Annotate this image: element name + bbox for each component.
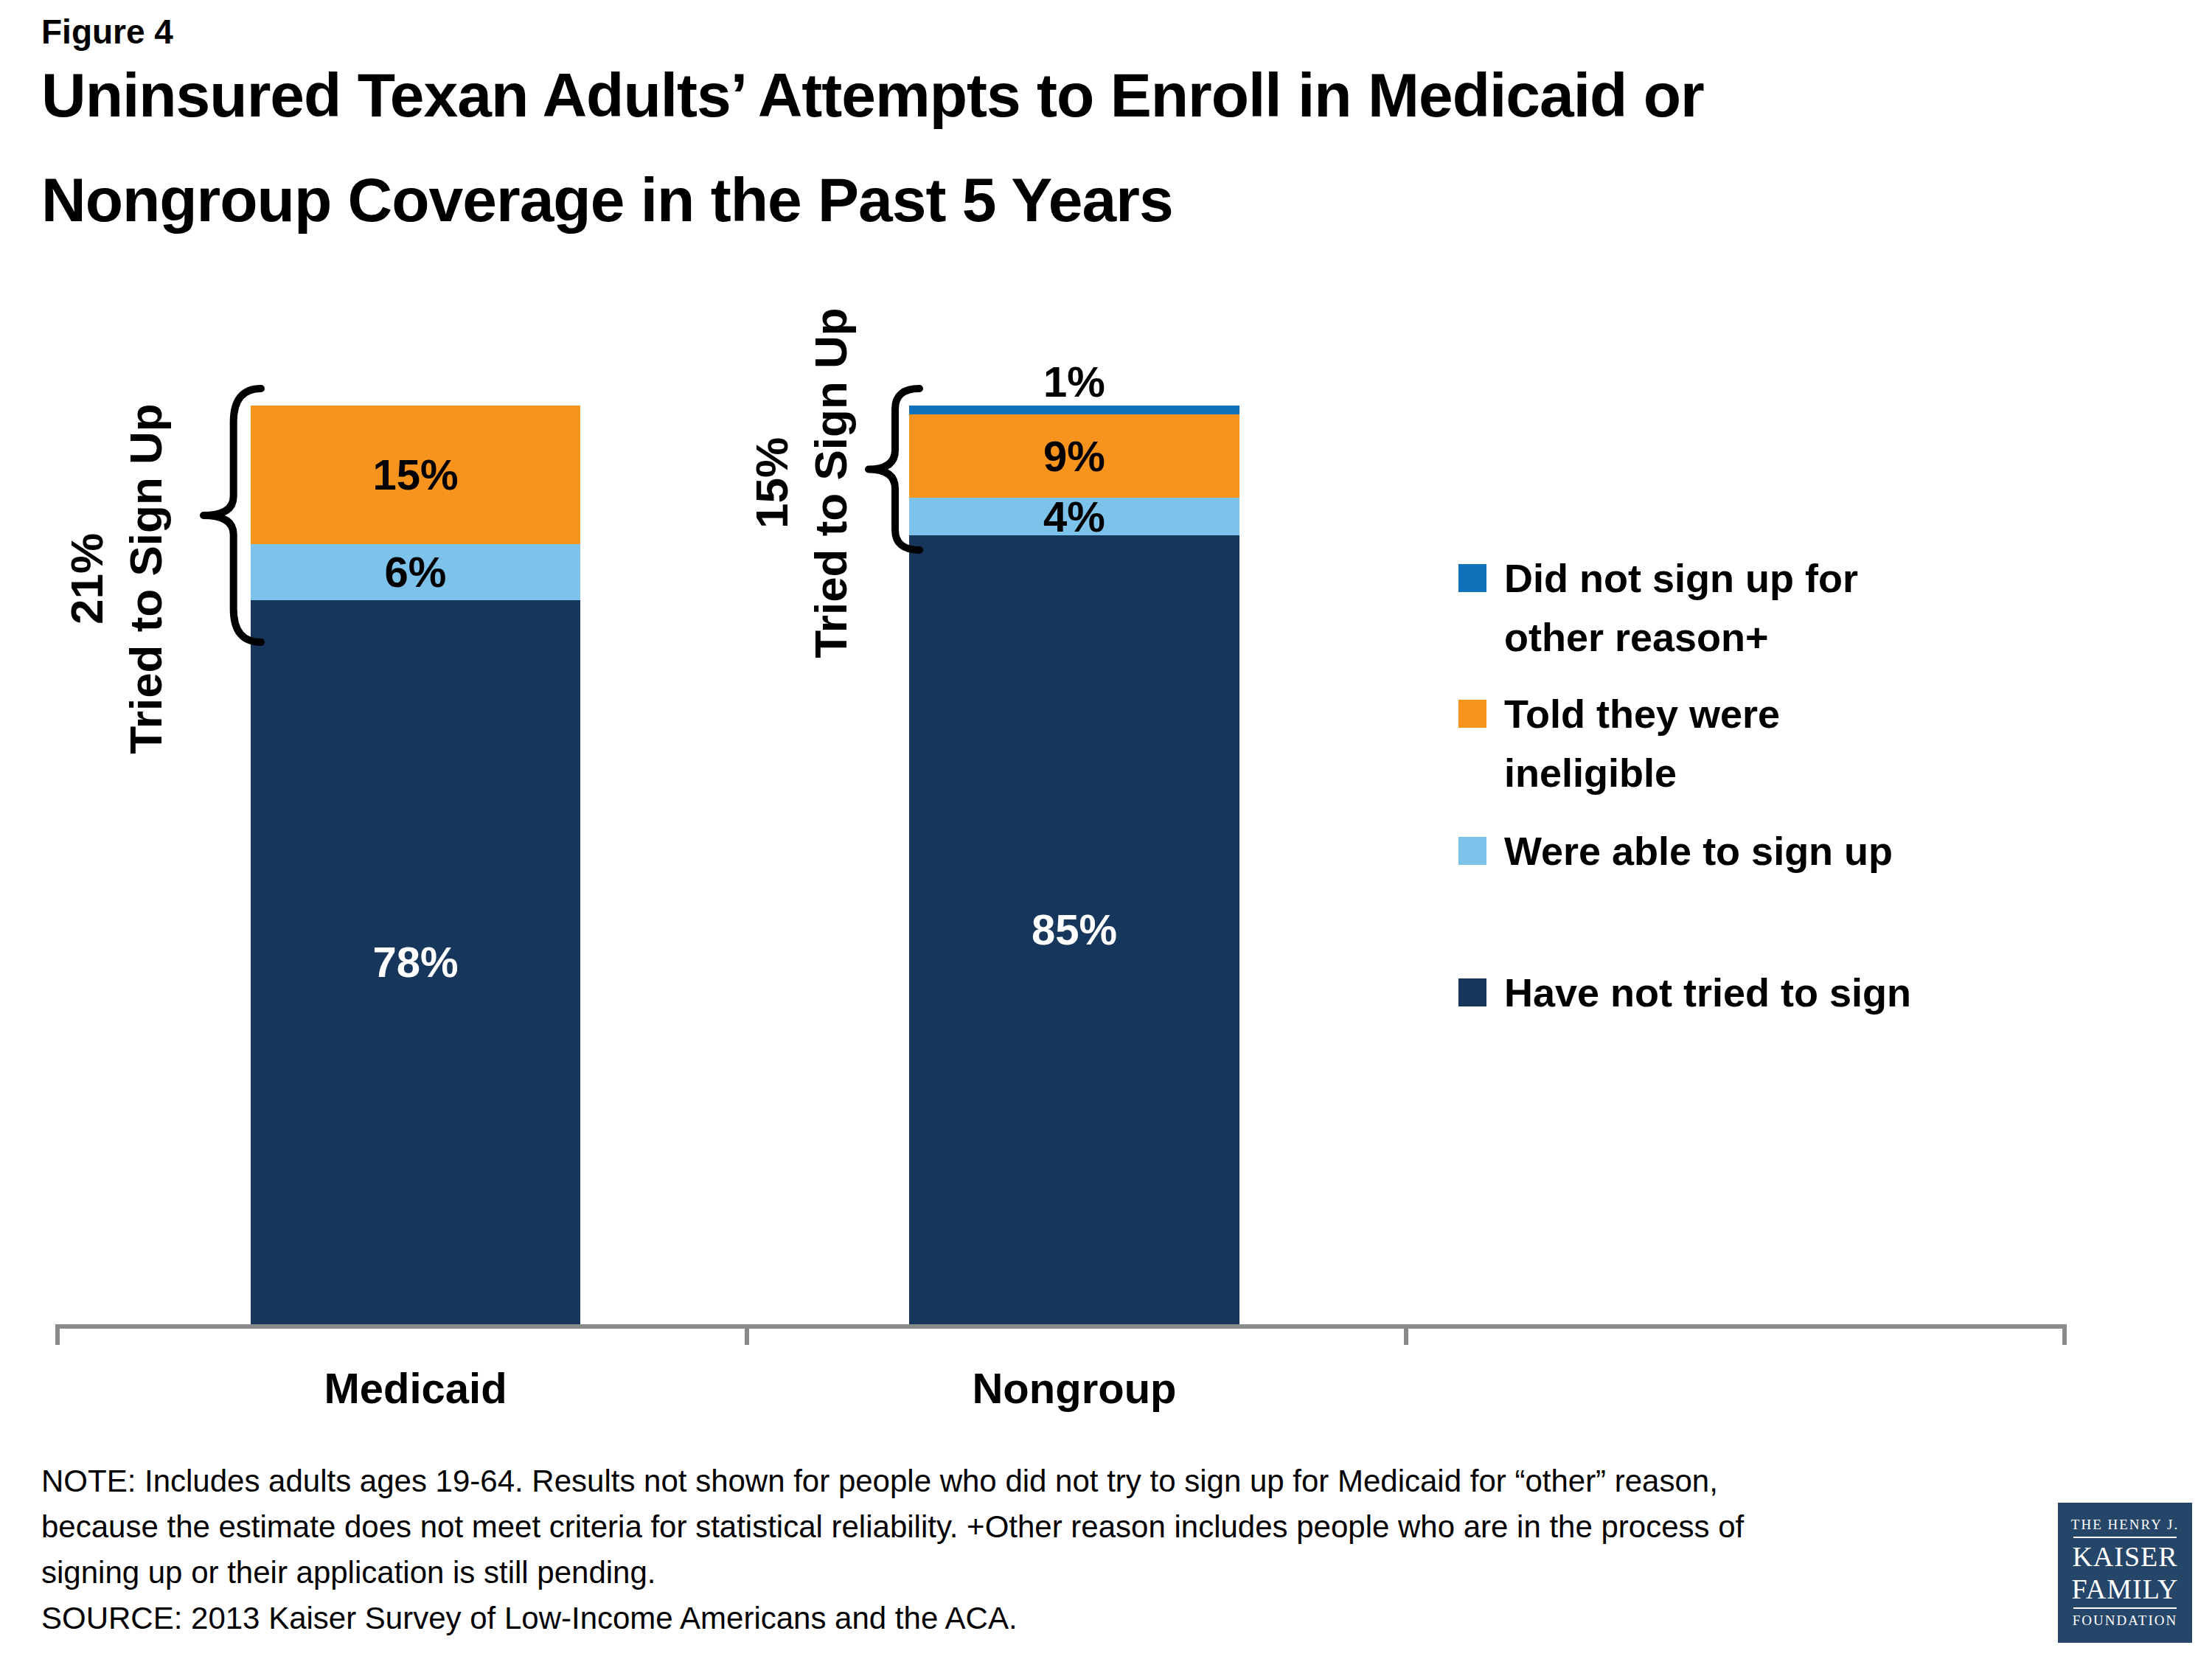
segment-value-label: 9% xyxy=(1043,435,1105,478)
legend-label-line: Were able to sign up xyxy=(1504,821,1893,880)
source-line: SOURCE: 2013 Kaiser Survey of Low-Income… xyxy=(41,1596,1744,1641)
segment-value-label: 4% xyxy=(1043,495,1105,538)
category-label-medicaid: Medicaid xyxy=(251,1363,580,1414)
bar-segment-orange: 9% xyxy=(909,414,1239,498)
legend-item-light_blue: Were able to sign up xyxy=(1458,821,2093,880)
legend-label: Did not sign up forother reason+ xyxy=(1504,549,1858,667)
logo-line-kaiser: KAISER xyxy=(2072,1540,2177,1573)
legend-swatch-light_blue xyxy=(1458,837,1486,865)
legend-label-line: Have not tried to sign xyxy=(1504,963,1911,1022)
note-block: NOTE: Includes adults ages 19-64. Result… xyxy=(41,1458,1744,1641)
segment-value-label-outside: 1% xyxy=(909,357,1239,406)
logo-rule xyxy=(2073,1537,2177,1538)
x-axis-line xyxy=(55,1324,2067,1329)
note-line: NOTE: Includes adults ages 19-64. Result… xyxy=(41,1458,1744,1504)
legend-item-orange: Told they wereineligible xyxy=(1458,684,2093,802)
bar-segment-light_blue: 4% xyxy=(909,498,1239,535)
legend-label: Have not tried to sign xyxy=(1504,963,1911,1022)
tried-to-sign-up-label: 21%Tried to Sign Up xyxy=(58,403,175,754)
bar-segment-blue xyxy=(909,406,1239,415)
tried-to-sign-up-label: 15%Tried to Sign Up xyxy=(742,307,860,658)
x-axis-tick xyxy=(55,1324,60,1345)
legend-label-line: Did not sign up for xyxy=(1504,549,1858,608)
chart-legend: Did not sign up forother reason+ Told the… xyxy=(1458,549,2093,1022)
stacked-bar-medicaid: 15% 6% 78% xyxy=(251,406,580,1324)
bar-segment-light_blue: 6% xyxy=(251,544,580,600)
legend-swatch-navy xyxy=(1458,978,1486,1006)
kaiser-family-foundation-logo: THE HENRY J. KAISER FAMILY FOUNDATION xyxy=(2058,1503,2192,1643)
segment-value-label: 15% xyxy=(372,453,458,496)
legend-label-line: ineligible xyxy=(1504,743,1780,802)
x-axis-tick xyxy=(745,1324,749,1345)
note-line: because the estimate does not meet crite… xyxy=(41,1504,1744,1550)
legend-swatch-orange xyxy=(1458,700,1486,728)
logo-line-henry-j: THE HENRY J. xyxy=(2071,1515,2179,1534)
bar-segment-orange: 15% xyxy=(251,406,580,545)
legend-label-line: Told they were xyxy=(1504,684,1780,743)
rotated-label-line: Tried to Sign Up xyxy=(801,307,860,658)
legend-label: Told they wereineligible xyxy=(1504,684,1780,802)
category-label-nongroup: Nongroup xyxy=(909,1363,1239,1414)
rotated-label-line: 21% xyxy=(58,403,116,754)
stacked-bar-nongroup: 1%9%4%85% xyxy=(909,406,1239,1324)
x-axis-tick xyxy=(2062,1324,2067,1345)
rotated-label-line: 15% xyxy=(742,307,801,658)
legend-item-blue: Did not sign up forother reason+ xyxy=(1458,549,2093,667)
bar-segment-navy: 85% xyxy=(909,535,1239,1324)
logo-rule xyxy=(2073,1607,2177,1609)
curly-brace xyxy=(201,386,263,645)
bar-segment-navy: 78% xyxy=(251,600,580,1324)
figure-canvas: Figure 4 Uninsured Texan Adults’ Attempt… xyxy=(0,0,2212,1659)
logo-line-family: FAMILY xyxy=(2071,1573,2178,1605)
segment-value-label: 85% xyxy=(1032,908,1117,951)
x-axis-tick xyxy=(1404,1324,1408,1345)
rotated-label-line: Tried to Sign Up xyxy=(116,403,175,754)
segment-value-label: 6% xyxy=(385,551,447,594)
note-line: signing up or their application is still… xyxy=(41,1550,1744,1596)
curly-brace xyxy=(866,386,922,553)
legend-label: Were able to sign up xyxy=(1504,821,1893,880)
legend-label-line: other reason+ xyxy=(1504,608,1858,667)
logo-line-foundation: FOUNDATION xyxy=(2073,1611,2177,1630)
segment-value-label: 78% xyxy=(372,941,458,984)
legend-item-navy: Have not tried to sign xyxy=(1458,963,2093,1022)
legend-swatch-blue xyxy=(1458,564,1486,592)
